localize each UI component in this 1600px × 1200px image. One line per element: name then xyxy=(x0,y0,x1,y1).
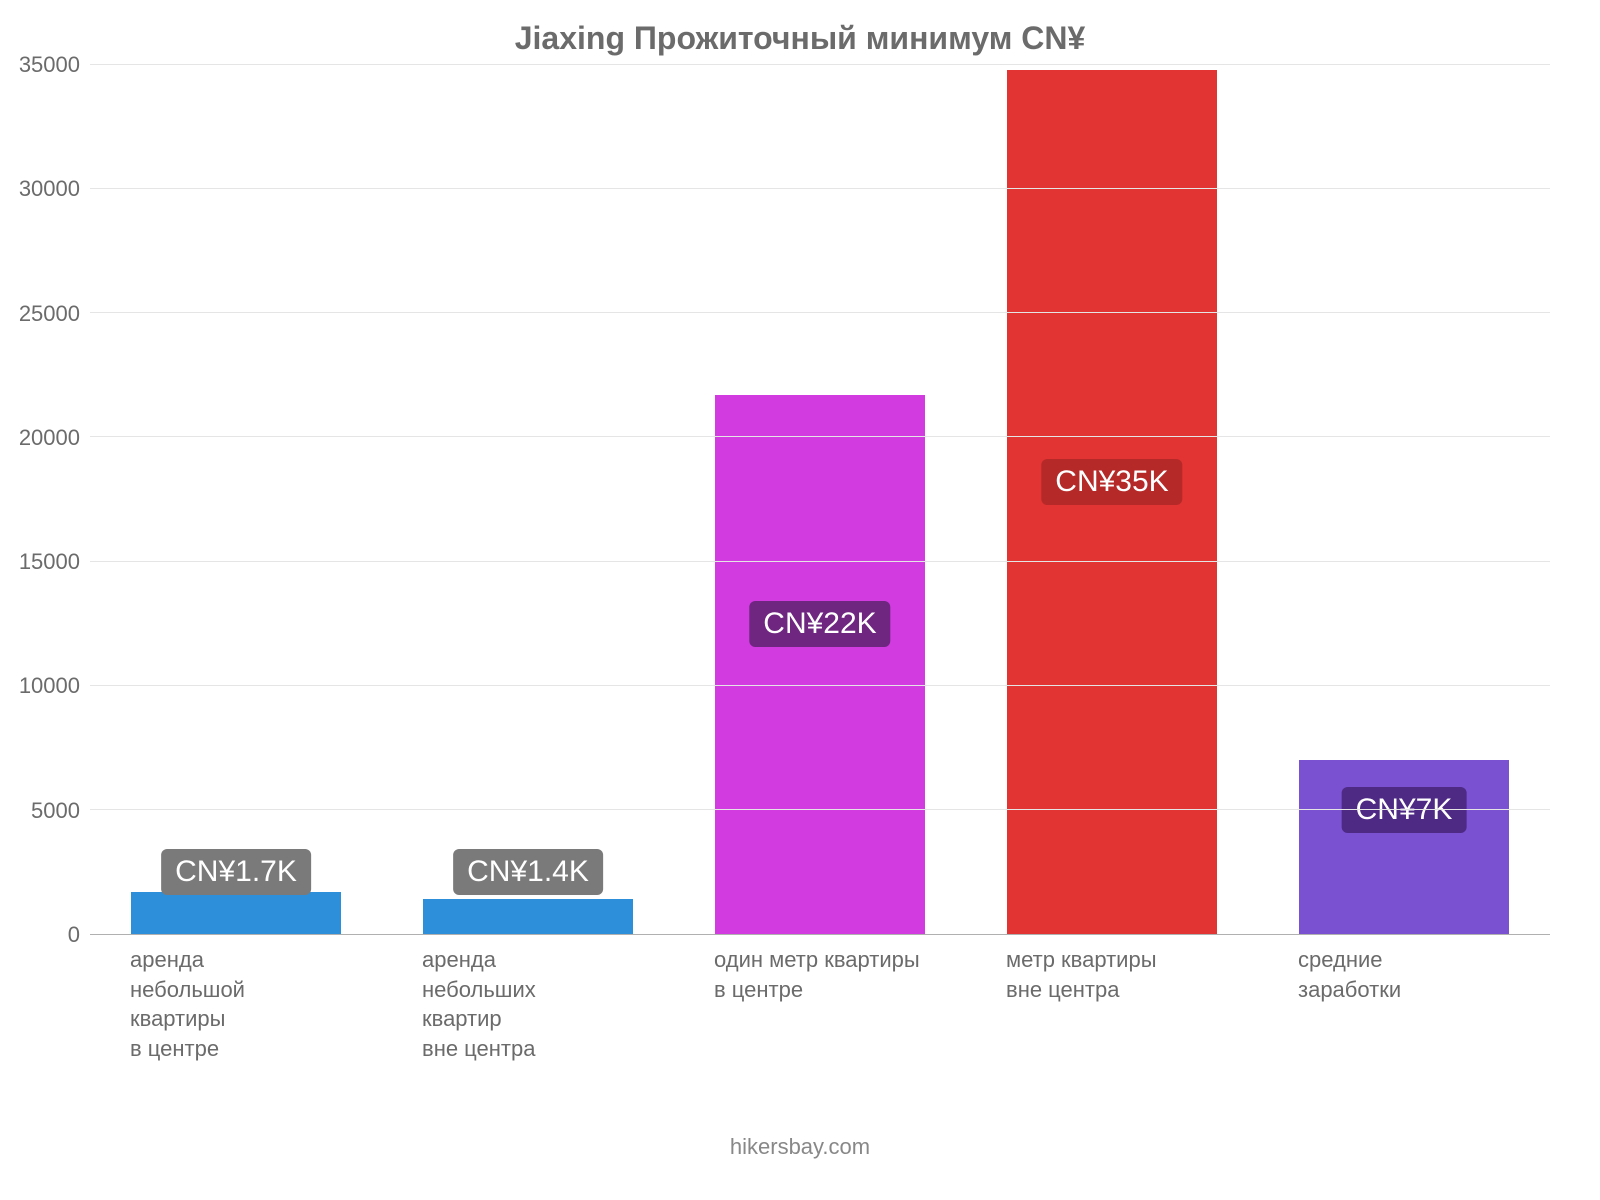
chart-title: Jiaxing Прожиточный минимум CN¥ xyxy=(0,20,1600,57)
bar-value-label: CN¥7K xyxy=(1342,787,1467,833)
y-tick-label: 25000 xyxy=(10,301,80,327)
bar xyxy=(715,395,925,934)
x-axis-label: один метр квартирыв центре xyxy=(674,945,966,1064)
plot-area: CN¥1.7K CN¥1.4K CN¥22K CN¥35K CN¥7K xyxy=(90,65,1550,935)
y-tick-label: 15000 xyxy=(10,549,80,575)
x-axis-label: аренданебольшойквартирыв центре xyxy=(90,945,382,1064)
bar-slot: CN¥1.4K xyxy=(382,65,674,934)
bar-value-label: CN¥1.7K xyxy=(161,849,311,895)
bar xyxy=(423,899,633,934)
gridline xyxy=(90,685,1550,686)
y-tick-label: 0 xyxy=(10,922,80,948)
gridline xyxy=(90,312,1550,313)
bar-slot: CN¥35K xyxy=(966,65,1258,934)
chart-container: Jiaxing Прожиточный минимум CN¥ CN¥1.7KC… xyxy=(0,0,1600,1200)
x-axis-label: метр квартирывне центра xyxy=(966,945,1258,1064)
bar-slot: CN¥1.7K xyxy=(90,65,382,934)
y-tick-label: 10000 xyxy=(10,673,80,699)
bar xyxy=(131,892,341,934)
x-axis-label: средниезаработки xyxy=(1258,945,1550,1064)
bar-value-label: CN¥35K xyxy=(1041,459,1182,505)
bar-value-label: CN¥1.4K xyxy=(453,849,603,895)
y-tick-label: 35000 xyxy=(10,52,80,78)
chart-footer: hikersbay.com xyxy=(0,1134,1600,1160)
gridline xyxy=(90,188,1550,189)
y-tick-label: 30000 xyxy=(10,176,80,202)
gridline xyxy=(90,436,1550,437)
gridline xyxy=(90,561,1550,562)
bar-value-label: CN¥22K xyxy=(749,601,890,647)
bar-slot: CN¥22K xyxy=(674,65,966,934)
bar-slot: CN¥7K xyxy=(1258,65,1550,934)
y-tick-label: 20000 xyxy=(10,425,80,451)
y-tick-label: 5000 xyxy=(10,798,80,824)
gridline xyxy=(90,64,1550,65)
bars-group: CN¥1.7K CN¥1.4K CN¥22K CN¥35K CN¥7K xyxy=(90,65,1550,934)
x-axis-label: аренданебольшихквартирвне центра xyxy=(382,945,674,1064)
gridline xyxy=(90,809,1550,810)
x-axis-labels: аренданебольшойквартирыв центреаренданеб… xyxy=(90,945,1550,1064)
